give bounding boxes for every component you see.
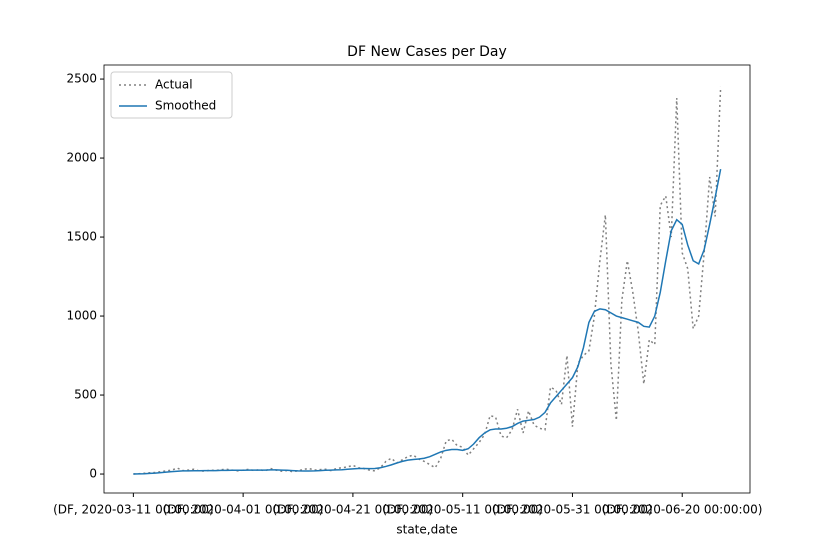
y-tick-label: 1000 xyxy=(66,309,97,323)
legend-label: Actual xyxy=(155,78,193,92)
chart-title: DF New Cases per Day xyxy=(347,44,507,60)
x-tick-label: (DF, 2020-04-21 00:00:00) xyxy=(273,503,434,517)
y-tick-label: 500 xyxy=(74,388,97,402)
x-tick-label: (DF, 2020-05-11 00:00:00) xyxy=(382,503,543,517)
y-tick-label: 2000 xyxy=(66,151,97,165)
y-tick-label: 1500 xyxy=(66,230,97,244)
x-axis-label: state,date xyxy=(396,523,457,537)
series-line xyxy=(133,168,722,475)
y-tick-label: 0 xyxy=(89,467,97,481)
x-tick-label: (DF, 2020-05-31 00:00:00) xyxy=(492,503,653,517)
series-line xyxy=(133,86,722,475)
x-tick-label: (DF, 2020-03-11 00:00:00) xyxy=(53,503,214,517)
x-tick-label: (DF, 2020-06-20 00:00:00) xyxy=(602,503,763,517)
x-tick-label: (DF, 2020-04-01 00:00:00) xyxy=(163,503,324,517)
plot-frame xyxy=(103,64,751,494)
y-tick-label: 2500 xyxy=(66,72,97,86)
legend-label: Smoothed xyxy=(155,99,216,113)
